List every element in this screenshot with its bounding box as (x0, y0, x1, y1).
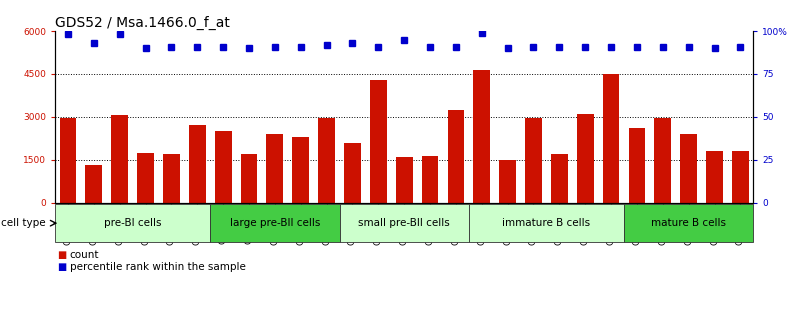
Text: cell type: cell type (1, 218, 45, 228)
Bar (339, 204, 469, 242)
Bar (189, 126, 206, 203)
Text: ■: ■ (58, 262, 66, 271)
Bar (469, 204, 624, 242)
Bar (732, 151, 748, 203)
Bar (473, 70, 490, 203)
Bar (211, 204, 339, 242)
Bar (422, 156, 438, 203)
Bar (577, 114, 594, 203)
Bar (137, 153, 154, 203)
Bar (292, 137, 309, 203)
Bar (706, 151, 723, 203)
Bar (551, 154, 568, 203)
Bar (266, 134, 284, 203)
Bar (499, 160, 516, 203)
Bar (241, 154, 258, 203)
Bar (344, 143, 361, 203)
Bar (370, 80, 386, 203)
Text: mature B cells: mature B cells (651, 218, 726, 228)
Bar (86, 165, 102, 203)
Text: ■: ■ (58, 250, 66, 260)
Bar (447, 110, 464, 203)
Bar (629, 128, 646, 203)
Bar (525, 118, 542, 203)
Bar (215, 131, 232, 203)
Bar (654, 118, 671, 203)
Text: count: count (70, 250, 99, 260)
Bar (111, 115, 128, 203)
Text: small pre-BII cells: small pre-BII cells (358, 218, 450, 228)
Bar (396, 157, 412, 203)
Bar (60, 118, 76, 203)
Bar (680, 134, 697, 203)
Text: pre-BI cells: pre-BI cells (104, 218, 161, 228)
Text: immature B cells: immature B cells (502, 218, 590, 228)
Bar (163, 154, 180, 203)
Text: GDS52 / Msa.1466.0_f_at: GDS52 / Msa.1466.0_f_at (55, 16, 230, 30)
Bar (318, 118, 335, 203)
Bar (55, 204, 211, 242)
Text: percentile rank within the sample: percentile rank within the sample (70, 262, 245, 271)
Bar (603, 74, 620, 203)
Text: large pre-BII cells: large pre-BII cells (230, 218, 320, 228)
Bar (624, 204, 753, 242)
